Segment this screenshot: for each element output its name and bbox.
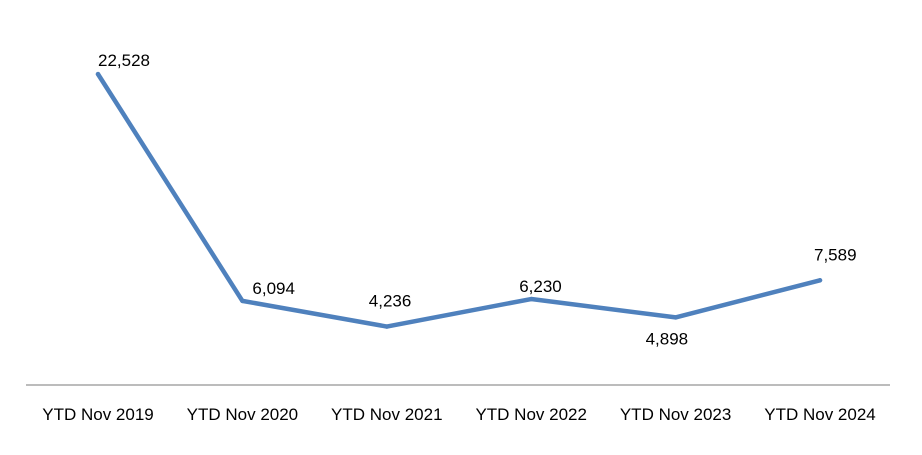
x-tick-label: YTD Nov 2024 xyxy=(764,405,876,424)
data-label-layer: 22,528 6,094 4,236 6,230 4,898 7,589 xyxy=(98,51,857,348)
data-point xyxy=(240,298,245,304)
data-label: 7,589 xyxy=(814,245,857,264)
data-point xyxy=(529,296,534,302)
x-tick-label: YTD Nov 2022 xyxy=(475,405,587,424)
data-label: 22,528 xyxy=(98,51,150,70)
tick-label-layer: YTD Nov 2019 YTD Nov 2020 YTD Nov 2021 YTD … xyxy=(42,405,876,424)
data-label: 6,230 xyxy=(519,277,562,296)
data-label: 4,898 xyxy=(646,329,689,348)
data-label: 4,236 xyxy=(369,292,412,311)
x-tick-label: YTD Nov 2021 xyxy=(331,405,443,424)
series-layer xyxy=(95,71,823,329)
data-point xyxy=(384,324,389,329)
data-label: 6,094 xyxy=(252,279,295,298)
x-tick-label: YTD Nov 2023 xyxy=(620,405,732,424)
x-tick-label: YTD Nov 2020 xyxy=(187,405,299,424)
data-point xyxy=(673,315,678,320)
data-point xyxy=(95,71,101,77)
x-tick-label: YTD Nov 2019 xyxy=(42,405,154,424)
data-point xyxy=(817,278,823,283)
series-line xyxy=(95,71,823,329)
